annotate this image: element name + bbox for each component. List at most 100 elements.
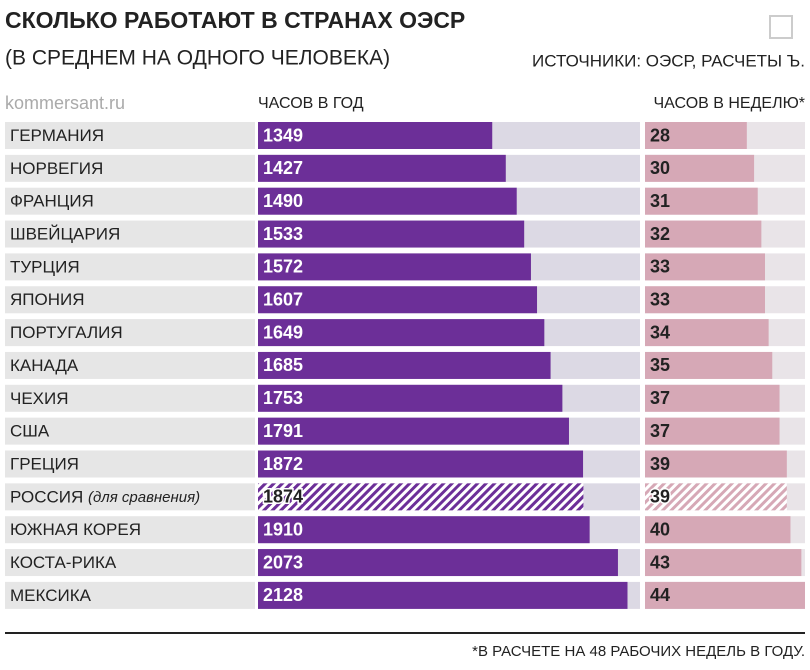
category-label: ЯПОНИЯ bbox=[10, 290, 85, 309]
bar bbox=[645, 286, 765, 314]
bar bbox=[645, 483, 787, 511]
value-label: 2128 bbox=[263, 585, 303, 605]
category-label: КОСТА-РИКА bbox=[10, 553, 117, 572]
value-label: 1872 bbox=[263, 454, 303, 474]
bar bbox=[645, 450, 787, 478]
bar bbox=[258, 450, 584, 478]
bar bbox=[258, 516, 590, 544]
value-label: 33 bbox=[650, 290, 670, 310]
row-label-bg bbox=[5, 384, 255, 412]
value-label: 1874 bbox=[263, 487, 303, 507]
bar bbox=[258, 220, 525, 248]
category-label: ФРАНЦИЯ bbox=[10, 192, 94, 211]
column-header: ЧАСОВ В ГОД bbox=[258, 95, 364, 112]
bar bbox=[258, 549, 618, 577]
row-label-bg bbox=[5, 286, 255, 314]
bar bbox=[645, 351, 773, 379]
value-label: 37 bbox=[650, 388, 670, 408]
value-label: 2073 bbox=[263, 552, 303, 572]
category-label: ГРЕЦИЯ bbox=[10, 454, 79, 473]
row-label-bg bbox=[5, 253, 255, 281]
value-label: 39 bbox=[650, 487, 670, 507]
row-label-bg bbox=[5, 319, 255, 347]
bar bbox=[645, 549, 802, 577]
category-label: РОССИЯ (для сравнения) bbox=[10, 487, 200, 506]
category-label: ГЕРМАНИЯ bbox=[10, 126, 104, 145]
value-label: 28 bbox=[650, 125, 670, 145]
bar bbox=[645, 154, 755, 182]
value-label: 1791 bbox=[263, 421, 303, 441]
row-label-bg bbox=[5, 549, 255, 577]
value-label: 34 bbox=[650, 322, 670, 342]
row-label-bg bbox=[5, 220, 255, 248]
category-label: ЮЖНАЯ КОРЕЯ bbox=[10, 520, 141, 539]
bar bbox=[258, 417, 569, 445]
value-label: 35 bbox=[650, 355, 670, 375]
watermark: kommersant.ru bbox=[5, 93, 125, 113]
bar bbox=[258, 122, 493, 149]
bar bbox=[258, 286, 538, 314]
value-label: 44 bbox=[650, 585, 670, 605]
value-label: 31 bbox=[650, 191, 670, 211]
category-label: ЧЕХИЯ bbox=[10, 389, 69, 408]
value-label: 37 bbox=[650, 421, 670, 441]
bar bbox=[258, 253, 531, 281]
bar bbox=[645, 319, 769, 347]
value-label: 1572 bbox=[263, 257, 303, 277]
row-label-bg bbox=[5, 581, 255, 609]
bar bbox=[645, 187, 758, 215]
value-label: 1490 bbox=[263, 191, 303, 211]
value-label: 1533 bbox=[263, 224, 303, 244]
bar bbox=[258, 581, 628, 609]
bar bbox=[645, 384, 780, 412]
row-label-bg bbox=[5, 187, 255, 215]
chart-title: СКОЛЬКО РАБОТАЮТ В СТРАНАХ ОЭСР bbox=[5, 7, 465, 33]
footnote: *В РАСЧЕТЕ НА 48 РАБОЧИХ НЕДЕЛЬ В ГОДУ. bbox=[472, 643, 805, 660]
value-label: 39 bbox=[650, 454, 670, 474]
category-label: ТУРЦИЯ bbox=[10, 257, 80, 276]
row-label-bg bbox=[5, 351, 255, 379]
value-label: 1910 bbox=[263, 519, 303, 539]
value-label: 1607 bbox=[263, 290, 303, 310]
value-label: 40 bbox=[650, 519, 670, 539]
row-label-bg bbox=[5, 516, 255, 544]
row-label-bg bbox=[5, 122, 255, 149]
row-label-bg bbox=[5, 417, 255, 445]
bar bbox=[258, 483, 584, 511]
bar bbox=[258, 154, 506, 182]
category-label: ПОРТУГАЛИЯ bbox=[10, 323, 123, 342]
category-note: (для сравнения) bbox=[88, 489, 200, 506]
category-label: США bbox=[10, 422, 50, 441]
subtitle: (В СРЕДНЕМ НА ОДНОГО ЧЕЛОВЕКА) bbox=[5, 47, 390, 70]
value-label: 1427 bbox=[263, 158, 303, 178]
bar bbox=[645, 122, 747, 149]
column-header: ЧАСОВ В НЕДЕЛЮ* bbox=[654, 95, 806, 112]
category-label: НОРВЕГИЯ bbox=[10, 159, 103, 178]
bar bbox=[645, 220, 762, 248]
category-label: МЕКСИКА bbox=[10, 586, 92, 605]
bar bbox=[258, 384, 563, 412]
source: ИСТОЧНИКИ: ОЭСР, РАСЧЕТЫ Ъ. bbox=[532, 51, 805, 70]
value-label: 43 bbox=[650, 552, 670, 572]
value-label: 30 bbox=[650, 158, 670, 178]
value-label: 33 bbox=[650, 257, 670, 277]
bar bbox=[645, 581, 805, 609]
bar bbox=[258, 351, 551, 379]
value-label: 32 bbox=[650, 224, 670, 244]
row-label-bg bbox=[5, 154, 255, 182]
category-label: КАНАДА bbox=[10, 356, 79, 375]
bar bbox=[645, 516, 791, 544]
bar bbox=[645, 253, 765, 281]
logo-icon bbox=[769, 15, 793, 39]
value-label: 1649 bbox=[263, 322, 303, 342]
bar bbox=[258, 187, 517, 215]
bar bbox=[645, 417, 780, 445]
row-label-bg bbox=[5, 483, 255, 511]
value-label: 1753 bbox=[263, 388, 303, 408]
category-label: ШВЕЙЦАРИЯ bbox=[10, 225, 120, 244]
row-label-bg bbox=[5, 450, 255, 478]
value-label: 1685 bbox=[263, 355, 303, 375]
value-label: 1349 bbox=[263, 125, 303, 145]
bar bbox=[258, 319, 545, 347]
